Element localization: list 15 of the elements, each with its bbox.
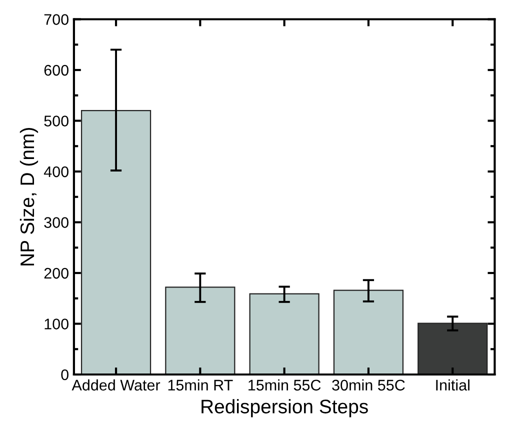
x-tick-label: 15min RT [168, 379, 233, 391]
y-tick-label: 400 [44, 166, 68, 178]
y-tick-label: 0 [61, 369, 68, 380]
x-tick-label: Initial [436, 379, 470, 391]
y-tick-label: 600 [44, 64, 68, 76]
y-tick-label: 700 [44, 14, 68, 25]
y-axis-title: NP Size, D (nm) [20, 128, 38, 266]
x-tick-label: Added Water [72, 379, 160, 391]
x-tick-label: 30min 55C [332, 379, 405, 391]
y-tick-label: 200 [44, 268, 68, 279]
x-tick-label: 15min 55C [248, 379, 321, 391]
y-tick-label: 100 [44, 318, 68, 330]
y-tick-label: 500 [44, 116, 68, 126]
x-axis-title: Redispersion Steps [202, 399, 368, 418]
y-tick-label: 300 [44, 217, 68, 228]
